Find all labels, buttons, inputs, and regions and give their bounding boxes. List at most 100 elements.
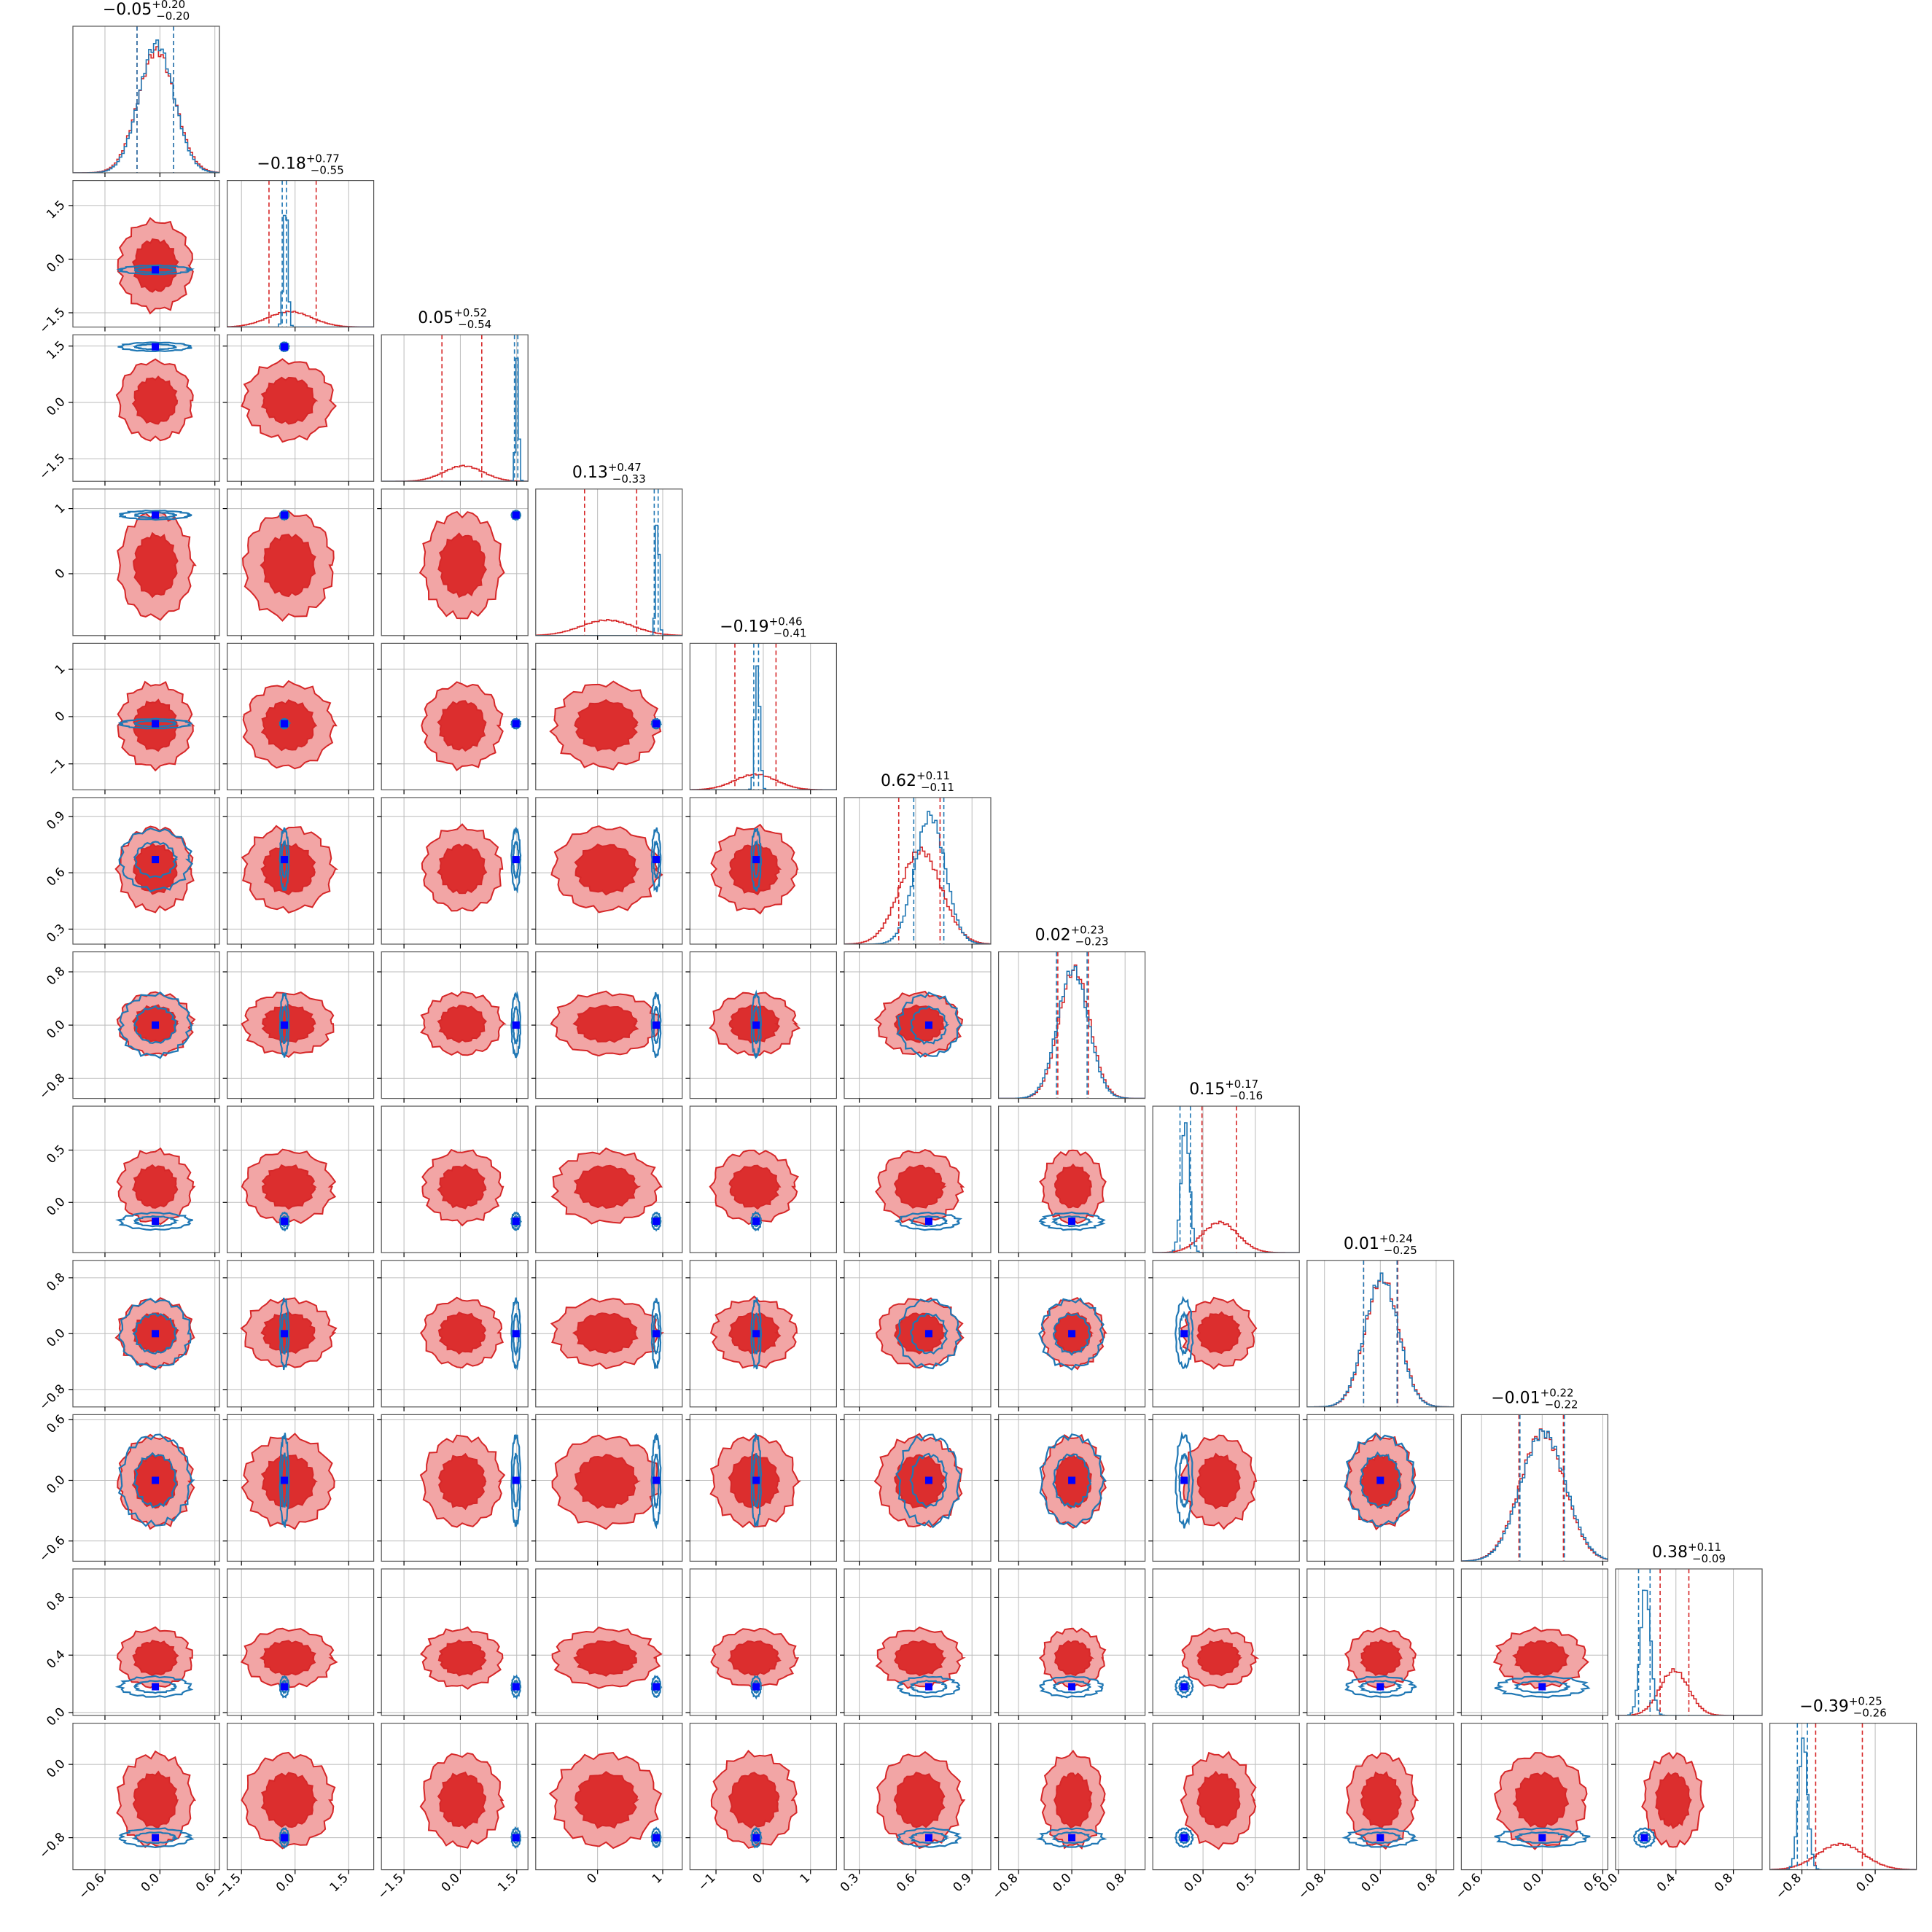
title-median: 0.15 [1189, 1080, 1225, 1099]
contour-a-inner [437, 1771, 487, 1830]
contour-a-inner [1053, 1640, 1095, 1677]
histogram-a [690, 773, 837, 790]
title-minus: −0.22 [1545, 1398, 1578, 1411]
x-tick-label: 0.3 [838, 1871, 862, 1895]
histogram-b [381, 357, 529, 482]
truth-marker [152, 720, 160, 728]
panel-content [1616, 1723, 1762, 1870]
panel-content [381, 1106, 529, 1253]
panel-title: −0.05+0.20 −0.20 [103, 0, 190, 23]
panel-10-8 [1302, 1568, 1454, 1720]
contour-b-outer [895, 1298, 962, 1370]
y-tick-label: 0.0 [44, 1473, 68, 1497]
panel-content [535, 1260, 682, 1407]
panel-5-3 [531, 797, 683, 949]
y-tick-label: 0.0 [44, 1705, 68, 1729]
y-tick-label: 0.4 [44, 1648, 68, 1672]
contour-b-inner [1358, 1680, 1403, 1694]
panel-content [998, 1414, 1145, 1562]
contour-b-outer [510, 827, 522, 894]
panel-11-6: −0.8 0.0 0.8 [989, 1723, 1146, 1902]
panel-content [844, 1723, 991, 1870]
contour-b-outer [1344, 1675, 1417, 1698]
contour-b-outer [118, 1827, 195, 1849]
title-median: 0.01 [1344, 1235, 1379, 1253]
panel-content [381, 1260, 529, 1407]
truth-marker [1180, 1476, 1188, 1484]
contour-b-inner [133, 1215, 179, 1228]
contour-b-inner [133, 841, 179, 879]
contour-a-inner [572, 1312, 639, 1355]
panel-10-7 [1148, 1568, 1300, 1720]
y-tick-label: 0.0 [44, 1326, 68, 1350]
truth-marker [1068, 1330, 1076, 1338]
title-plus: +0.52 [453, 306, 487, 319]
contour-a-inner [1655, 1772, 1692, 1830]
truth-marker [1538, 1683, 1546, 1691]
contour-b-outer [1174, 1827, 1194, 1848]
x-tick-label: 0.8 [1712, 1871, 1736, 1895]
contour-a-inner [573, 1454, 641, 1509]
panel-frame [689, 1414, 838, 1562]
x-tick-label: 0.6 [894, 1871, 918, 1895]
panel-frame [535, 1568, 683, 1716]
panel-content [690, 1723, 837, 1870]
histogram-a [227, 311, 374, 327]
contour-b-inner [1178, 1679, 1191, 1694]
panel-content [381, 1723, 529, 1870]
histogram-a [844, 846, 991, 944]
truth-marker [152, 856, 160, 864]
y-tick-label: 0.6 [44, 1412, 68, 1436]
panel-frame [535, 1105, 683, 1253]
panel-5-4 [685, 797, 838, 949]
y-tick-label: 0.0 [44, 394, 68, 418]
panel-9-5 [840, 1414, 992, 1566]
contour-a-inner [133, 531, 179, 599]
panel-frame [1152, 1414, 1300, 1562]
truth-marker [1068, 1834, 1076, 1842]
panel-frame [381, 1568, 529, 1716]
contour-b-inner [1051, 1215, 1094, 1228]
panel-5-2 [377, 797, 529, 949]
panel-content [227, 335, 374, 482]
title-minus: −0.11 [921, 781, 954, 794]
panel-10-0: 0.0 0.4 0.8 [44, 1568, 220, 1729]
contour-b-outer [895, 1433, 962, 1529]
panel-frame [227, 1414, 375, 1562]
panel-7-4 [685, 1105, 838, 1258]
panel-8-6 [994, 1260, 1146, 1411]
contour-b-inner [908, 1831, 949, 1845]
panel-11-8: −0.8 0.0 0.8 [1296, 1723, 1454, 1902]
title-median: −0.18 [257, 155, 305, 174]
y-tick-label: −0.8 [36, 1830, 68, 1861]
contour-b-outer [1035, 1827, 1107, 1848]
panel-content [844, 1106, 991, 1253]
truth-marker [512, 720, 520, 728]
panel-content [1153, 1106, 1300, 1253]
title-median: −0.01 [1491, 1389, 1540, 1407]
contour-b-inner [1359, 1451, 1401, 1508]
panel-frame [381, 1105, 529, 1253]
panel-content [535, 798, 682, 944]
contour-b-outer [278, 1211, 290, 1232]
panel-content [1306, 1414, 1454, 1562]
panel-4-0: −1 0 1 [45, 642, 220, 795]
contour-a-inner [261, 1164, 317, 1210]
contour-b-outer [650, 1433, 662, 1530]
panel-content [690, 798, 837, 944]
title-median: 0.05 [418, 309, 453, 327]
panel-frame [227, 1105, 375, 1253]
contour-a-inner [573, 1164, 642, 1210]
contour-b-outer [117, 717, 192, 730]
panel-8-3 [531, 1260, 683, 1411]
title-plus: +0.20 [152, 0, 185, 11]
panel-title: 0.01+0.24 −0.25 [1344, 1232, 1417, 1257]
panel-content [535, 1106, 682, 1253]
panel-4-3 [531, 642, 683, 795]
title-median: 0.38 [1652, 1543, 1688, 1562]
y-tick-label: 0.0 [44, 252, 68, 276]
contour-b-outer [118, 1298, 192, 1371]
truth-marker [924, 1834, 932, 1842]
contour-b-inner [1052, 1453, 1092, 1508]
panel-content [1616, 1569, 1762, 1715]
